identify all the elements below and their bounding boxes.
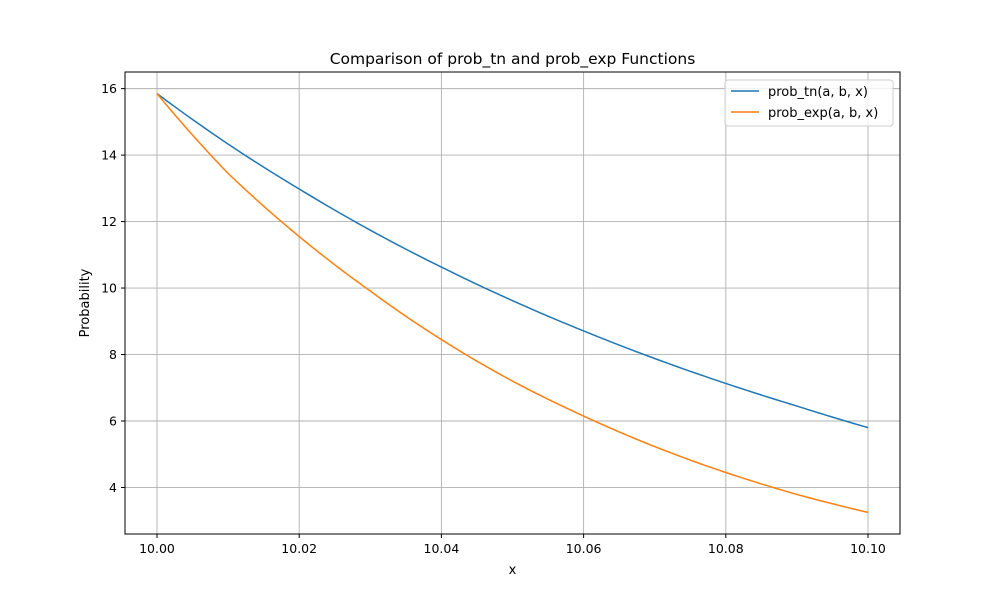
chart-title: Comparison of prob_tn and prob_exp Funct… xyxy=(330,50,696,69)
series-line-prob-tn xyxy=(156,92,869,429)
y-tick-label: 10 xyxy=(101,281,117,296)
y-tick-label: 12 xyxy=(101,214,117,229)
x-tick-label: 10.06 xyxy=(566,541,602,556)
legend: prob_tn(a, b, x) prob_exp(a, b, x) xyxy=(724,79,894,127)
x-tick-label: 10.00 xyxy=(139,541,175,556)
y-tick-label: 4 xyxy=(109,480,117,495)
y-tick-label: 6 xyxy=(109,413,117,428)
x-tick-label: 10.10 xyxy=(850,541,886,556)
y-tick-label: 14 xyxy=(101,148,117,163)
legend-label-prob-exp: prob_exp(a, b, x) xyxy=(768,106,878,121)
series-lines xyxy=(156,92,869,514)
legend-label-prob-tn: prob_tn(a, b, x) xyxy=(768,85,868,100)
legend-box xyxy=(724,79,894,127)
series-line-prob-exp xyxy=(156,93,869,514)
plot-frame xyxy=(124,71,901,535)
axis-ticks: 10.00 10.02 10.04 10.06 10.08 10.10 4 6 8 10 12 14 1… xyxy=(101,81,886,556)
x-axis-label: x xyxy=(509,563,517,578)
x-tick-label: 10.04 xyxy=(424,541,460,556)
y-tick-label: 8 xyxy=(109,347,117,362)
y-tick-label: 16 xyxy=(101,81,117,96)
y-axis-label: Probability xyxy=(78,268,93,337)
x-tick-label: 10.02 xyxy=(281,541,317,556)
x-tick-label: 10.08 xyxy=(708,541,744,556)
